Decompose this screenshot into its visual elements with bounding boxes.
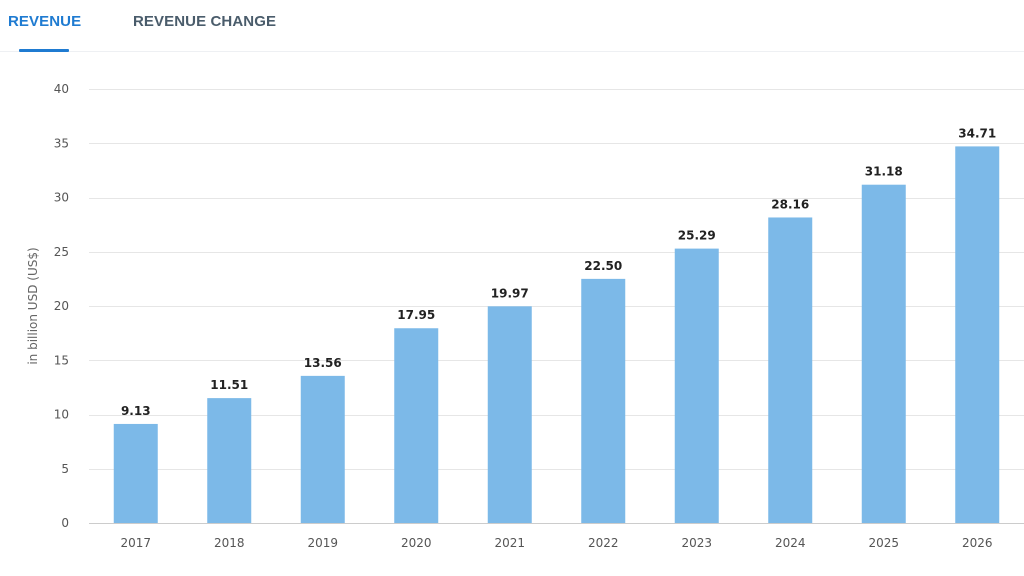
bar-2026[interactable]	[955, 146, 1000, 524]
y-tick-label: 20	[54, 299, 69, 313]
x-tick-label-2017: 2017	[120, 536, 151, 550]
y-tick-label: 5	[61, 462, 69, 476]
data-label-2024: 28.16	[771, 197, 809, 211]
x-tick-label-2022: 2022	[588, 536, 619, 550]
data-label-2017: 9.13	[121, 404, 151, 418]
bar-2020[interactable]	[394, 328, 439, 523]
y-tick-label: 35	[54, 136, 69, 150]
x-tick-label-2023: 2023	[681, 536, 712, 550]
data-label-2019: 13.56	[304, 356, 342, 370]
x-tick-label-2021: 2021	[494, 536, 525, 550]
y-tick-label: 0	[61, 516, 69, 530]
data-labels: 9.13 11.51 13.56 17.95 19.97 22.50 25.29 28.16 3…	[121, 126, 996, 418]
bar-2024[interactable]	[768, 217, 813, 524]
y-tick-label: 40	[54, 82, 69, 96]
data-label-2025: 31.18	[865, 165, 903, 179]
data-label-2022: 22.50	[584, 259, 622, 273]
tab-revenue[interactable]: REVENUE	[8, 13, 82, 30]
x-tick-label-2026: 2026	[962, 536, 993, 550]
bar-2022[interactable]	[581, 278, 626, 523]
x-tick-label-2025: 2025	[868, 536, 899, 550]
bars	[113, 146, 1000, 524]
x-tick-label-2024: 2024	[775, 536, 806, 550]
y-axis-tick-labels: 0 5 10 15 20 25 30 35 40	[54, 82, 69, 530]
y-tick-label: 25	[54, 245, 69, 259]
data-label-2026: 34.71	[958, 126, 996, 140]
x-tick-label-2020: 2020	[401, 536, 432, 550]
y-axis-title: in billion USD (US$)	[26, 247, 40, 364]
bar-2018[interactable]	[207, 398, 252, 523]
tab-revenue-change[interactable]: REVENUE CHANGE	[133, 13, 277, 30]
y-tick-label: 30	[54, 191, 69, 205]
bar-2023[interactable]	[674, 248, 719, 523]
x-tick-label-2019: 2019	[307, 536, 338, 550]
active-tab-indicator	[19, 49, 69, 52]
bar-2017[interactable]	[113, 423, 158, 523]
data-label-2020: 17.95	[397, 308, 435, 322]
bar-2019[interactable]	[300, 375, 345, 523]
x-axis-tick-labels: 2017 2018 2019 2020 2021 2022 2023 2024 2025 2026	[120, 536, 992, 550]
data-label-2023: 25.29	[678, 229, 716, 243]
bar-2025[interactable]	[861, 184, 906, 523]
y-tick-label: 15	[54, 353, 69, 367]
y-tick-label: 10	[54, 408, 69, 422]
data-label-2021: 19.97	[491, 286, 529, 300]
chart-tab-bar: REVENUE REVENUE CHANGE	[0, 0, 1024, 52]
data-label-2018: 11.51	[210, 378, 248, 392]
bar-2021[interactable]	[487, 306, 532, 523]
x-tick-label-2018: 2018	[214, 536, 245, 550]
